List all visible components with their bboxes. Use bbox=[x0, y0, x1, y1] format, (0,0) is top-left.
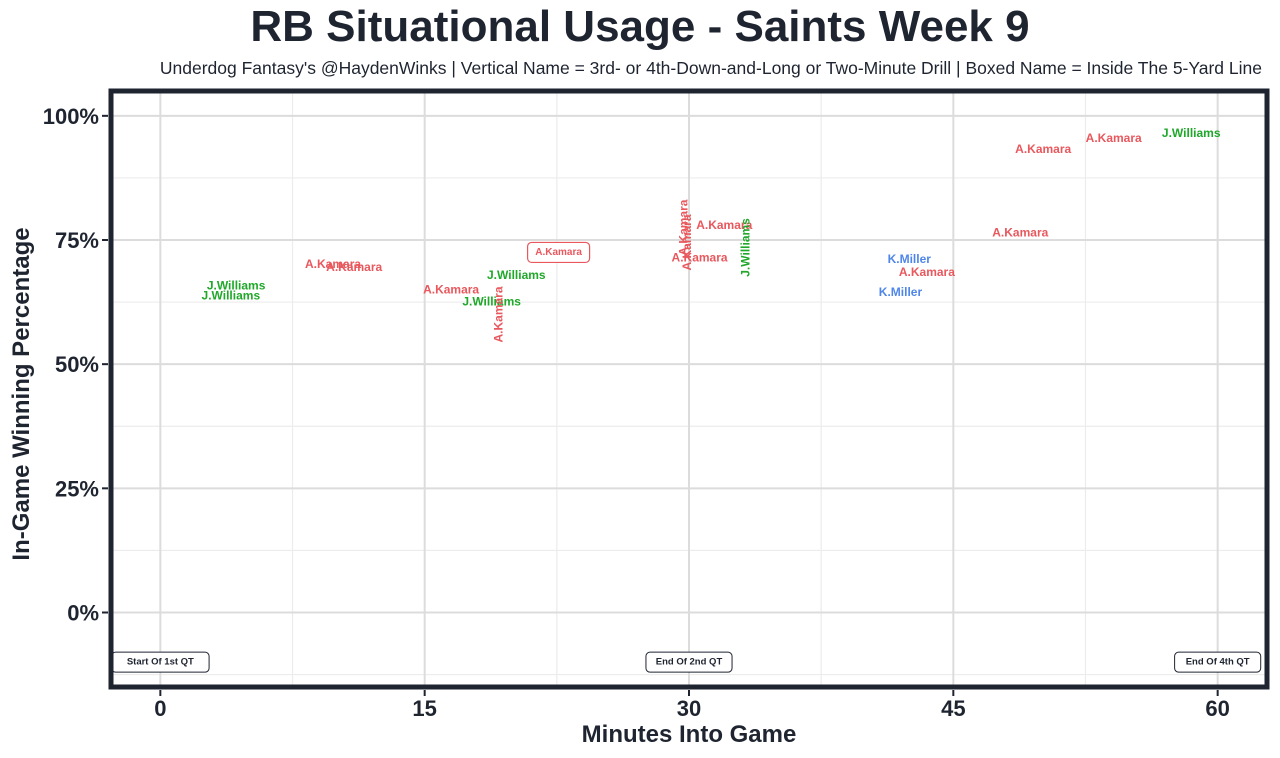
chart-subtitle: Underdog Fantasy's @HaydenWinks | Vertic… bbox=[159, 58, 1262, 78]
data-point-label: A.Kamara bbox=[696, 218, 752, 232]
data-labels: J.WilliamsJ.WilliamsA.KamaraA.KamaraA.Ka… bbox=[202, 126, 1221, 342]
annotation-box bbox=[645, 651, 733, 673]
data-point-label: J.Williams bbox=[207, 279, 266, 293]
data-point-label: A.Kamara bbox=[672, 250, 728, 264]
quarter-annotations: Start Of 1st QT End Of 2nd QT End Of 4th Q… bbox=[111, 651, 1262, 673]
annotation-label: End Of 4th QT bbox=[1186, 657, 1250, 668]
x-tick-label: 60 bbox=[1205, 696, 1229, 721]
y-tick-label: 50% bbox=[55, 352, 99, 377]
data-point-label: A.Kamara bbox=[680, 214, 694, 270]
annotation-box bbox=[1174, 651, 1262, 673]
data-point-label: K.Miller bbox=[879, 285, 923, 299]
data-point-label: A.Kamara bbox=[899, 265, 955, 279]
x-tick-label: 0 bbox=[154, 696, 166, 721]
y-tick-label: 0% bbox=[67, 601, 99, 626]
axes: 0 15 30 45 60 0% 25% 50% 75% 100% bbox=[43, 104, 1230, 721]
annotation-label: End Of 2nd QT bbox=[656, 657, 723, 668]
data-point-box bbox=[526, 241, 591, 264]
x-tick-label: 30 bbox=[677, 696, 701, 721]
data-point-label: A.Kamara bbox=[423, 283, 479, 297]
y-tick-label: 25% bbox=[55, 476, 99, 501]
y-tick-label: 75% bbox=[55, 228, 99, 253]
data-point-label: A.Kamara bbox=[677, 199, 691, 255]
x-tick-label: 15 bbox=[412, 696, 436, 721]
data-point-label: A.Kamara bbox=[305, 257, 361, 271]
data-point-label: A.Kamara bbox=[1086, 131, 1142, 145]
x-tick-label: 45 bbox=[941, 696, 965, 721]
data-point-label: J.Williams bbox=[1162, 126, 1221, 140]
chart-title: RB Situational Usage - Saints Week 9 bbox=[250, 2, 1030, 51]
data-point-label: A.Kamara bbox=[492, 286, 506, 342]
gridlines bbox=[111, 91, 1267, 687]
y-tick-label: 100% bbox=[43, 104, 99, 129]
annotation-label: Start Of 1st QT bbox=[127, 657, 194, 668]
data-point-label: J.Williams bbox=[487, 268, 546, 282]
data-point-label: A.Kamara bbox=[326, 260, 382, 274]
data-point-label: K.Miller bbox=[888, 252, 932, 266]
data-point-label: J.Williams bbox=[462, 295, 521, 309]
data-point-label: J.Williams bbox=[738, 218, 752, 277]
y-axis-title: In-Game Winning Percentage bbox=[8, 227, 35, 560]
data-point-label: A.Kamara bbox=[1015, 142, 1071, 156]
plot-panel-border bbox=[108, 88, 1270, 690]
data-point-label: J.Williams bbox=[202, 289, 261, 303]
x-axis-title: Minutes Into Game bbox=[582, 721, 797, 748]
data-point-label: A.Kamara bbox=[535, 247, 582, 258]
data-point-label: A.Kamara bbox=[992, 226, 1048, 240]
